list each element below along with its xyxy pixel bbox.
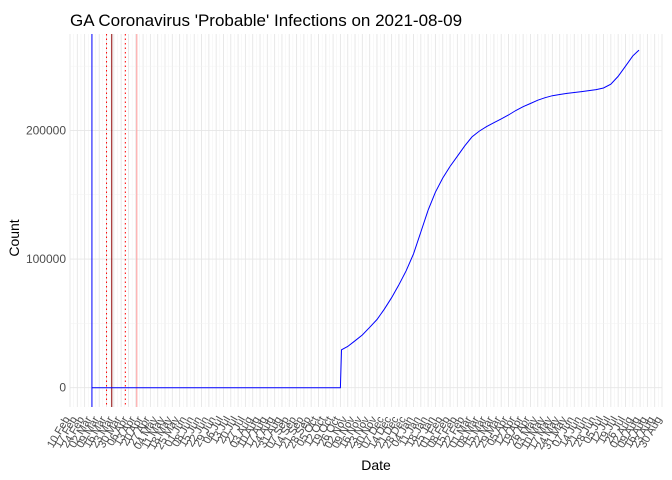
y-tick-label: 200000: [26, 123, 66, 137]
series-layer: [91, 49, 640, 389]
y-tick-label: 100000: [26, 252, 66, 266]
reference-lines: [91, 34, 138, 407]
x-axis-title: Date: [361, 457, 391, 473]
grid: [69, 34, 663, 407]
y-axis: 0 100000 200000: [26, 123, 66, 394]
y-axis-title: Count: [6, 219, 22, 256]
series-line: [91, 49, 640, 389]
y-tick-label: 0: [59, 381, 66, 395]
chart-title: GA Coronavirus 'Probable' Infections on …: [70, 11, 462, 30]
